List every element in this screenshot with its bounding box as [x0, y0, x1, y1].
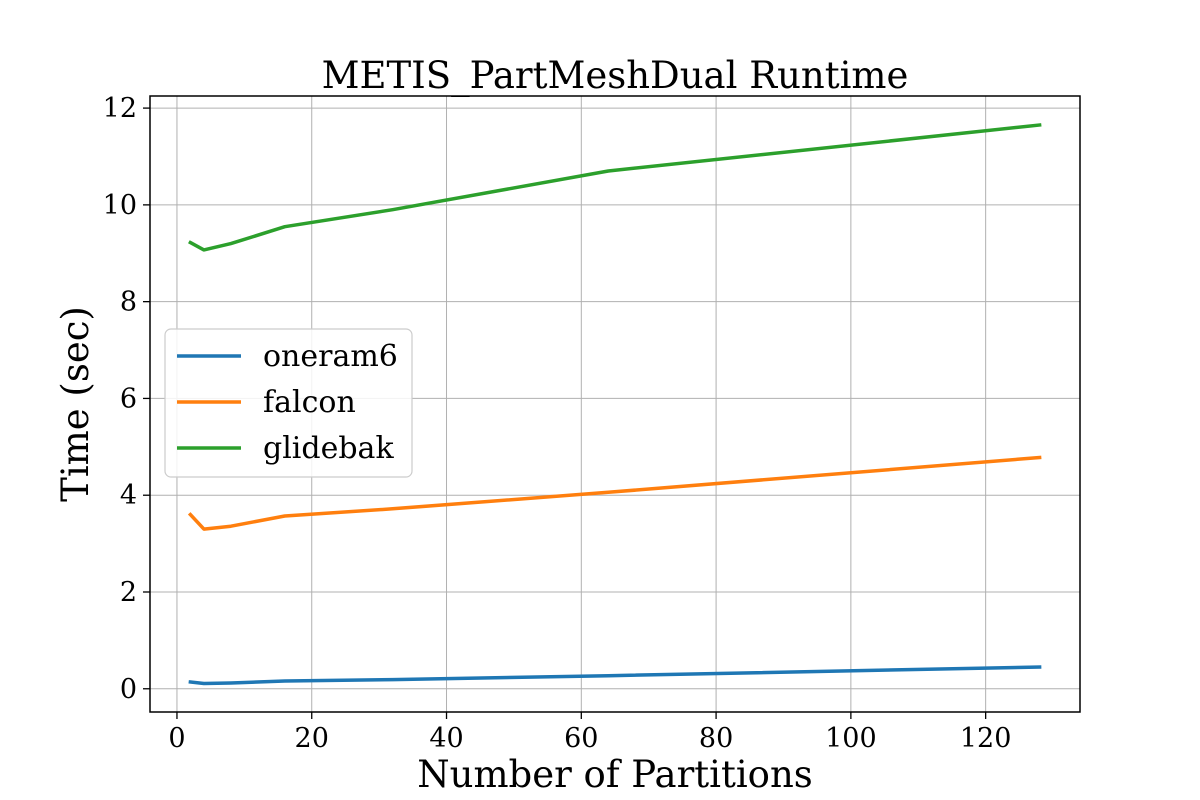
x-tick-label: 80: [699, 723, 733, 754]
y-tick-label: 10: [103, 190, 137, 221]
x-tick-label: 0: [168, 723, 185, 754]
x-tick-label: 60: [564, 723, 598, 754]
x-axis-label: Number of Partitions: [417, 753, 813, 796]
series-lines: [187, 123, 1042, 686]
y-axis-label: Time (sec): [54, 306, 97, 502]
x-tick-label: 20: [295, 723, 329, 754]
y-tick-label: 0: [120, 674, 137, 705]
y-tick-label: 6: [120, 383, 137, 414]
x-tick-label: 100: [825, 723, 877, 754]
y-tick-label: 8: [120, 287, 137, 318]
series-line-glidebak: [188, 123, 1042, 252]
legend: oneram6 falcon glidebak: [164, 328, 413, 478]
legend-box: [164, 328, 413, 478]
y-tick-label: 12: [103, 93, 137, 124]
plot-area-frame: [149, 95, 1081, 713]
legend-label-falcon: falcon: [263, 385, 356, 420]
chart-title: METIS_PartMeshDual Runtime: [322, 54, 909, 98]
y-tick-label: 4: [120, 480, 137, 511]
series-line-falcon: [187, 455, 1042, 531]
legend-label-glidebak: glidebak: [263, 431, 394, 466]
series-line-oneram6: [188, 665, 1042, 686]
y-tick-label: 2: [120, 577, 137, 608]
legend-label-oneram6: oneram6: [263, 339, 398, 374]
x-tick-label: 40: [429, 723, 463, 754]
x-tick-label: 120: [960, 723, 1012, 754]
axis-ticks: 0 20 40 60 80 100 120 0 2 4 6 8 10 12: [103, 93, 1012, 754]
